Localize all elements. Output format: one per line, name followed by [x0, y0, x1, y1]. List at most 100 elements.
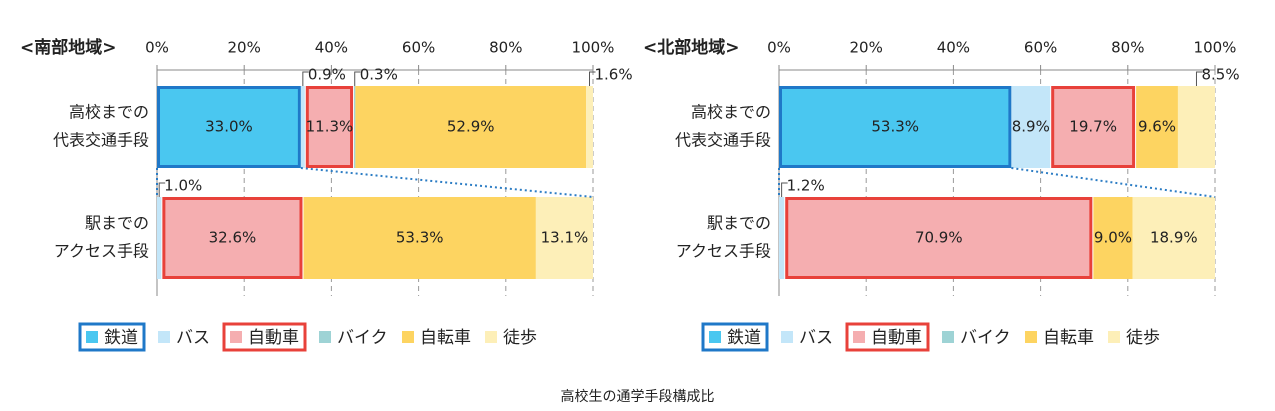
legend-entry: 徒歩 — [503, 328, 537, 348]
data-label: 53.3% — [396, 229, 444, 247]
bar-segment — [157, 86, 301, 168]
data-label: 19.7% — [1069, 118, 1117, 136]
bar-segment — [162, 197, 303, 279]
legend-entry: 自転車 — [420, 328, 471, 348]
legend-entry: 徒歩 — [1126, 328, 1160, 348]
legend-entry: 自動車 — [248, 328, 299, 348]
bar-segment — [157, 197, 162, 279]
data-label: 0.3% — [360, 66, 398, 84]
callout-leader — [158, 182, 166, 197]
legend-frame — [845, 322, 930, 352]
legend-entry: バイク — [960, 328, 1011, 348]
x-tick-label: 0% — [145, 39, 169, 57]
connector-line — [300, 167, 594, 198]
chart-panel-1: <南部地域> 0% 20% 40% 60% 80% 100% 高校までの代表交通手段駅までのア… — [20, 37, 633, 352]
bar-segment — [1177, 86, 1215, 168]
legend-swatch — [158, 331, 170, 343]
callout-leader — [354, 71, 361, 86]
chart-panel-2: <北部地域> 0% 20% 40% 60% 80% 100% 高校までの代表交通手段駅までのア… — [643, 37, 1240, 352]
connector-line — [1011, 167, 1216, 198]
legend-frame — [701, 322, 769, 352]
data-label: 1.0% — [164, 177, 202, 195]
bar-segment — [1093, 197, 1133, 279]
x-tick-label: 20% — [228, 39, 261, 57]
data-label: 13.1% — [541, 229, 589, 247]
x-tick-label: 60% — [1024, 39, 1057, 57]
bar-segment — [1011, 86, 1051, 168]
chart-canvas: <南部地域> 0% 20% 40% 60% 80% 100% 高校までの代表交通手段駅までのア… — [20, 37, 1240, 352]
x-tick-label: 60% — [402, 39, 435, 57]
category-label: 代表交通手段 — [53, 131, 149, 150]
bar-segment — [355, 86, 587, 168]
data-label: 0.9% — [308, 66, 346, 84]
data-label: 33.0% — [205, 118, 253, 136]
bar-segment — [535, 197, 593, 279]
data-label: 8.9% — [1012, 118, 1050, 136]
data-label: 52.9% — [447, 118, 495, 136]
x-tick-label: 20% — [850, 39, 883, 57]
legend-swatch — [319, 331, 331, 343]
figure-caption: 高校生の通学手段構成比 — [560, 389, 715, 405]
bar-segment — [779, 197, 785, 279]
data-label: 53.3% — [871, 118, 919, 136]
legend-entry: 自転車 — [1043, 328, 1094, 348]
callout-leader — [589, 71, 596, 86]
bar-segment — [779, 86, 1012, 168]
data-label: 9.6% — [1138, 118, 1176, 136]
category-label: アクセス手段 — [676, 242, 771, 261]
data-label: 1.6% — [595, 66, 633, 84]
bar-segment — [586, 86, 593, 168]
data-label: 70.9% — [915, 229, 963, 247]
data-label: 11.3% — [306, 118, 354, 136]
data-label: 9.0% — [1094, 229, 1132, 247]
legend-swatch — [853, 331, 865, 343]
callout-leader — [302, 71, 309, 86]
x-tick-label: 100% — [1194, 39, 1237, 57]
legend-swatch — [402, 331, 414, 343]
data-label: 18.9% — [1150, 229, 1198, 247]
legend-frame — [78, 322, 146, 352]
x-tick-label: 80% — [489, 39, 522, 57]
legend-frame — [222, 322, 307, 352]
legend-swatch — [709, 331, 721, 343]
callout-leader — [1195, 71, 1203, 86]
legend-swatch — [781, 331, 793, 343]
x-tick-label: 40% — [315, 39, 348, 57]
data-label: 8.5% — [1201, 66, 1239, 84]
callout-leader — [781, 182, 788, 197]
category-label: 駅までの — [707, 214, 771, 233]
bar-segment — [1136, 86, 1178, 168]
legend-swatch — [86, 331, 98, 343]
legend-entry: バイク — [337, 328, 388, 348]
legend-entry: 鉄道 — [104, 328, 138, 348]
chart-title: <南部地域> — [20, 37, 117, 58]
legend-swatch — [230, 331, 242, 343]
chart-title: <北部地域> — [643, 37, 740, 58]
x-tick-label: 40% — [937, 39, 970, 57]
x-tick-label: 0% — [767, 39, 791, 57]
bar-segment — [785, 197, 1093, 279]
legend-entry: バス — [176, 328, 210, 348]
data-label: 1.2% — [787, 177, 825, 195]
data-label: 32.6% — [209, 229, 257, 247]
bar-segment — [354, 86, 356, 168]
legend-swatch — [942, 331, 954, 343]
bar-segment — [1051, 86, 1136, 168]
category-label: 駅までの — [85, 214, 149, 233]
bar-segment — [300, 86, 305, 168]
legend-entry: バス — [799, 328, 833, 348]
bar-segment — [305, 86, 354, 168]
legend-entry: 鉄道 — [727, 328, 761, 348]
bar-segment — [303, 197, 536, 279]
x-tick-label: 80% — [1111, 39, 1144, 57]
legend-swatch — [485, 331, 497, 343]
category-label: 代表交通手段 — [675, 131, 771, 150]
category-label: 高校までの — [69, 103, 149, 122]
legend-swatch — [1108, 331, 1120, 343]
category-label: 高校までの — [691, 103, 771, 122]
x-tick-label: 100% — [572, 39, 615, 57]
legend-entry: 自動車 — [871, 328, 922, 348]
category-label: アクセス手段 — [54, 242, 149, 261]
bar-segment — [1132, 197, 1215, 279]
legend-swatch — [1025, 331, 1037, 343]
